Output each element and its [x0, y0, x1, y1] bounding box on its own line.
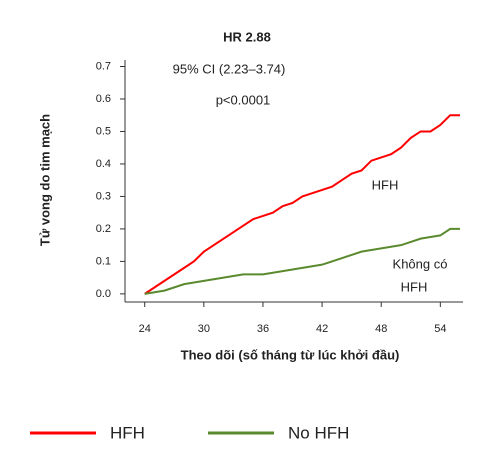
- y-tick-label: 0.6: [96, 93, 111, 105]
- x-tick-label: 54: [434, 323, 446, 335]
- x-tick-label: 48: [375, 323, 387, 335]
- x-tick-label: 42: [316, 323, 328, 335]
- legend-label: No HFH: [288, 423, 349, 442]
- line: [144, 227, 461, 295]
- line: [144, 114, 461, 295]
- y-tick-label: 0.7: [96, 60, 111, 72]
- annotation: HFH: [372, 177, 399, 192]
- x-tick-label: 24: [139, 323, 151, 335]
- annotation: HR 2.88: [223, 29, 271, 44]
- annotation: Không có: [393, 256, 448, 271]
- y-tick-label: 0.1: [96, 255, 111, 267]
- y-tick-label: 0.3: [96, 190, 111, 202]
- annotation: HFH: [401, 279, 428, 294]
- annotation: p<0.0001: [216, 92, 271, 107]
- y-tick-label: 0.2: [96, 223, 111, 235]
- y-tick-label: 0.0: [96, 288, 111, 300]
- y-tick-label: 0.5: [96, 125, 111, 137]
- x-tick-label: 36: [257, 323, 269, 335]
- x-axis-label: Theo dõi (số tháng từ lúc khởi đầu): [181, 347, 400, 362]
- legend-label: HFH: [110, 423, 145, 442]
- x-tick-label: 30: [198, 323, 210, 335]
- annotation: 95% CI (2.23–3.74): [173, 61, 286, 76]
- y-tick-label: 0.4: [96, 158, 111, 170]
- y-axis-label: Tử vong do tim mạch: [37, 114, 52, 246]
